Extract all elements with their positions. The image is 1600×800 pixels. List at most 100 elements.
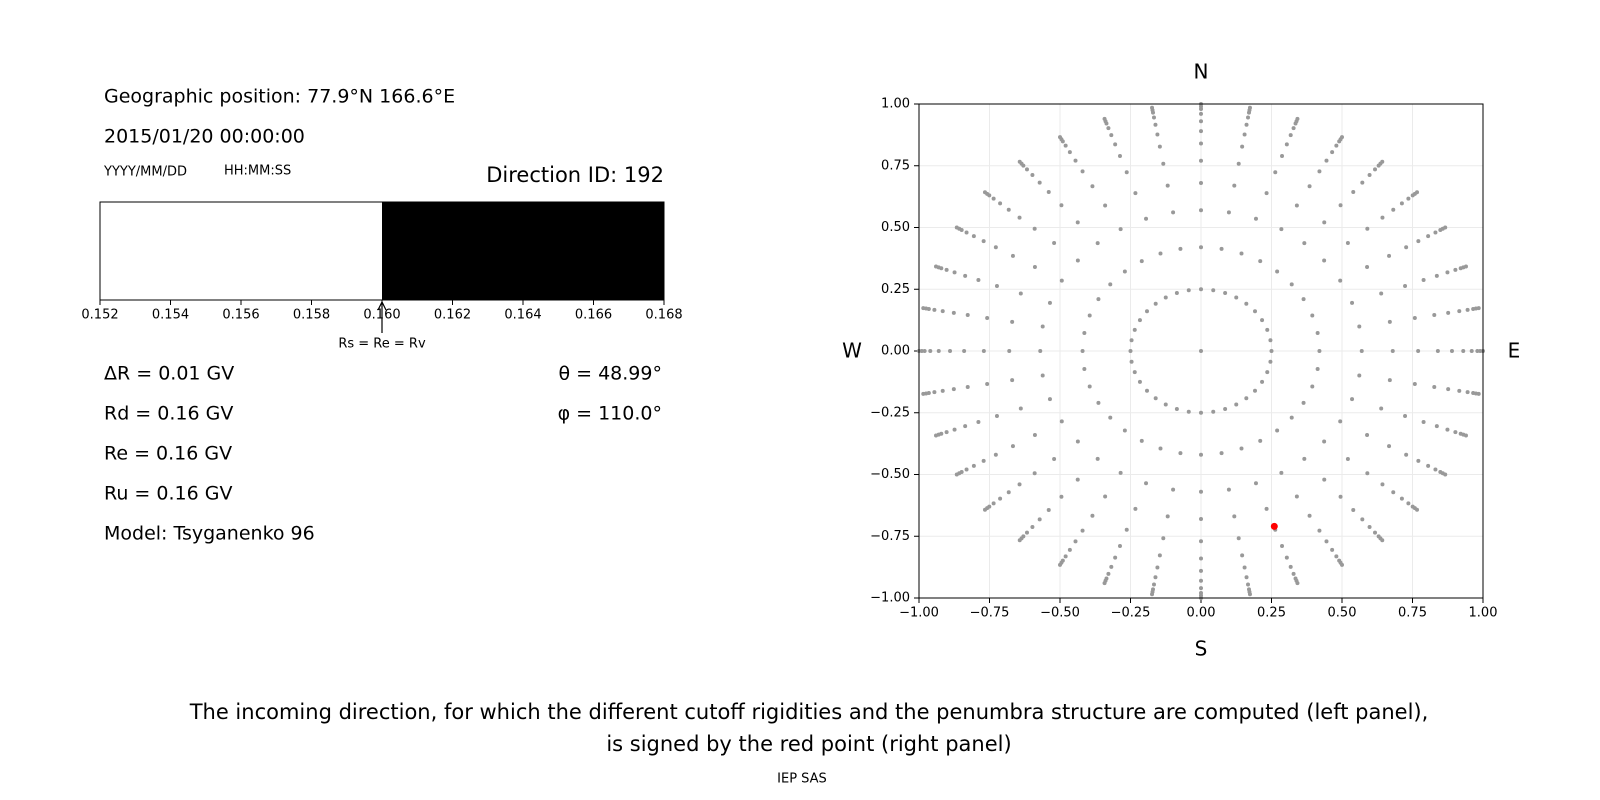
direction-point (1113, 142, 1118, 147)
direction-point (954, 225, 959, 230)
direction-point (1322, 439, 1327, 444)
x-tick-label: 0.168 (645, 308, 682, 323)
direction-point (1075, 220, 1080, 225)
direction-point (952, 427, 957, 432)
direction-point (1380, 159, 1385, 164)
direction-point (932, 307, 937, 312)
direction-point (1330, 547, 1335, 552)
direction-point (1445, 270, 1450, 275)
caption: is signed by the red point (right panel) (606, 732, 1011, 756)
direction-point (1391, 490, 1396, 495)
direction-point (1124, 527, 1129, 532)
direction-point (1387, 319, 1392, 324)
direction-point (948, 349, 953, 353)
direction-point (940, 388, 945, 393)
y-tick-label: −0.50 (870, 467, 910, 482)
direction-point (1295, 581, 1300, 586)
direction-point (1199, 578, 1203, 583)
direction-point (1404, 245, 1409, 250)
direction-point (1046, 507, 1051, 512)
y-tick-label: −0.75 (870, 529, 910, 544)
direction-point (1253, 388, 1258, 393)
direction-point (976, 278, 981, 283)
direction-point (1379, 291, 1384, 296)
direction-point (1199, 452, 1203, 457)
penumbra-segment (382, 202, 664, 300)
direction-point (1199, 208, 1203, 213)
datetime: 2015/01/20 00:00:00 (104, 126, 305, 148)
info-line: Model: Tsyganenko 96 (104, 523, 315, 545)
direction-point (1275, 269, 1280, 274)
direction-point (971, 234, 976, 239)
direction-point (1357, 373, 1362, 378)
direction-point (1178, 451, 1183, 456)
time-format: HH:MM:SS (224, 164, 291, 179)
direction-point (1113, 555, 1118, 560)
direction-point (1294, 203, 1299, 208)
direction-point (981, 458, 986, 463)
direction-point (1453, 267, 1458, 272)
compass-label: E (1508, 339, 1521, 363)
direction-point (1199, 158, 1203, 163)
direction-point (1244, 575, 1249, 580)
direction-point (1443, 225, 1448, 230)
direction-point (1133, 191, 1138, 196)
direction-point (1037, 517, 1042, 522)
direction-point (1246, 582, 1251, 587)
direction-point (1109, 133, 1114, 138)
direction-point (1359, 349, 1364, 353)
direction-point (1469, 349, 1474, 353)
direction-point (1426, 234, 1431, 239)
direction-point (1199, 111, 1203, 116)
direction-point (1153, 575, 1158, 580)
direction-point (985, 315, 990, 320)
direction-point (951, 310, 956, 315)
direction-point (919, 349, 924, 353)
direction-point (1415, 507, 1420, 512)
direction-point (1258, 438, 1263, 443)
direction-point (1234, 402, 1239, 407)
direction-point (1174, 407, 1179, 412)
info-line: Rd = 0.16 GV (104, 403, 233, 425)
direction-point (1463, 433, 1468, 438)
direction-point (1158, 446, 1163, 451)
direction-point (1449, 349, 1454, 353)
direction-point (1322, 477, 1327, 482)
direction-point (971, 463, 976, 468)
direction-point (1365, 471, 1370, 476)
direction-point (1246, 115, 1251, 120)
direction-point (1075, 258, 1080, 263)
direction-point (1087, 384, 1092, 389)
direction-point (1090, 184, 1095, 189)
direction-id: Direction ID: 192 (486, 163, 664, 187)
direction-point (1137, 318, 1142, 323)
direction-point (1163, 402, 1168, 407)
direction-point (1338, 419, 1343, 424)
direction-point (1108, 282, 1113, 287)
direction-point (1161, 536, 1166, 541)
direction-point (921, 306, 926, 311)
position: Geographic position: 77.9°N 166.6°E (104, 86, 455, 108)
info-line: Ru = 0.16 GV (104, 483, 232, 505)
direction-point (1103, 203, 1108, 208)
direction-point (1380, 538, 1385, 543)
x-tick-label: 0.25 (1257, 606, 1286, 621)
direction-point (1024, 167, 1029, 172)
direction-point (1367, 524, 1372, 529)
direction-point (951, 387, 956, 392)
direction-point (1465, 307, 1470, 312)
direction-point (1117, 154, 1122, 159)
direction-point (1391, 207, 1396, 212)
x-tick-label: 0.154 (152, 308, 189, 323)
direction-point (1307, 513, 1312, 518)
direction-point (1155, 132, 1160, 137)
direction-point (1302, 456, 1307, 461)
direction-point (1017, 215, 1022, 220)
direction-point (1157, 553, 1162, 558)
direction-point (1171, 210, 1176, 215)
direction-point (1443, 472, 1448, 477)
direction-point (1103, 494, 1108, 499)
direction-point (1102, 581, 1107, 586)
direction-point (1161, 161, 1166, 166)
